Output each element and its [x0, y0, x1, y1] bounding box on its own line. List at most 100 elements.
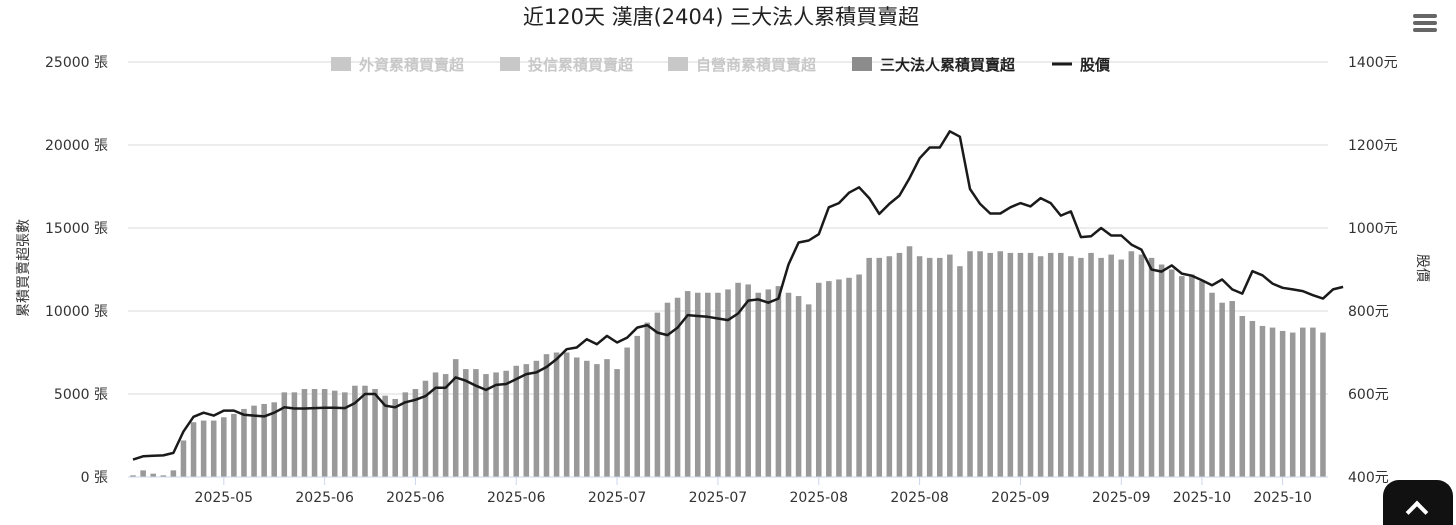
bar — [321, 389, 328, 477]
bar — [876, 257, 883, 477]
x-axis-ticks: 2025-05 2025-06 2025-06 2025-06 2025-07 2025-… — [195, 477, 1312, 506]
bar — [573, 357, 580, 477]
bar — [594, 364, 600, 477]
left-axis-ticks: 0 張 5000 張 10000 張 15000 張 20000 張 25000 張 — [45, 55, 108, 486]
bar — [231, 413, 237, 477]
bar — [815, 282, 822, 477]
bar — [382, 395, 388, 477]
bar — [694, 292, 701, 477]
bar — [795, 296, 802, 477]
legend-item[interactable]: 投信累積買賣超 — [500, 56, 634, 74]
bar — [1098, 257, 1104, 477]
bar — [846, 277, 852, 477]
bar — [957, 266, 963, 477]
bar — [1249, 320, 1256, 477]
bar — [604, 359, 610, 477]
bar — [463, 369, 469, 477]
bar — [1199, 281, 1205, 477]
bar — [342, 392, 348, 477]
x-tick-label: 2025-09 — [991, 490, 1050, 506]
right-axis-title: 股價 — [1414, 254, 1431, 282]
bar — [1138, 254, 1145, 477]
bar — [392, 398, 398, 477]
y-tick-label-left: 0 張 — [81, 470, 108, 486]
legend-item[interactable]: 外資累積買賣超 — [331, 56, 465, 74]
bar — [664, 302, 671, 477]
y-tick-label-right: 400元 — [1348, 470, 1389, 486]
legend-label: 外資累積買賣超 — [358, 56, 465, 74]
legend-item[interactable]: 三大法人累積買賣超 — [852, 56, 1016, 74]
bar — [684, 291, 691, 477]
bar — [705, 292, 711, 477]
bar — [160, 475, 167, 477]
bar — [190, 422, 197, 477]
bar — [432, 372, 439, 477]
bar — [886, 256, 893, 477]
bar — [826, 281, 832, 477]
bar — [200, 420, 207, 477]
bar — [634, 335, 641, 477]
y-tick-label-left: 25000 張 — [45, 55, 108, 71]
y-tick-label-left: 10000 張 — [45, 304, 108, 320]
bar — [805, 304, 812, 477]
bar — [1168, 269, 1175, 477]
legend-item[interactable]: 自營商累積買賣超 — [668, 56, 817, 74]
legend-swatch — [668, 57, 688, 71]
bar — [644, 322, 651, 477]
y-tick-label-right: 800元 — [1348, 304, 1389, 320]
bar — [896, 252, 903, 477]
bar — [916, 256, 923, 477]
bar — [251, 405, 257, 477]
bar — [1259, 325, 1266, 477]
legend-label: 三大法人累積買賣超 — [880, 56, 1016, 74]
legend-item[interactable]: 股價 — [1052, 56, 1111, 74]
bar — [1269, 327, 1276, 477]
bar — [281, 392, 288, 477]
bar — [1158, 264, 1165, 477]
price-line — [132, 130, 1344, 461]
y-tick-label-right: 1200元 — [1348, 138, 1398, 154]
bar — [493, 372, 499, 477]
bar — [553, 352, 560, 477]
hamburger-menu-icon[interactable] — [1410, 8, 1440, 36]
bar — [987, 252, 993, 477]
legend-label: 股價 — [1080, 56, 1111, 74]
bar-series — [130, 246, 1326, 477]
bar — [1148, 257, 1155, 477]
bar — [543, 354, 550, 477]
x-tick-label: 2025-09 — [1092, 490, 1151, 506]
scroll-to-top-button[interactable] — [1383, 480, 1453, 525]
bar — [1279, 330, 1286, 477]
bar — [1088, 252, 1094, 477]
bar — [735, 282, 741, 477]
x-tick-label: 2025-08 — [790, 490, 849, 506]
bar — [513, 365, 520, 477]
bar — [210, 420, 217, 477]
bar — [473, 369, 479, 477]
bar — [1017, 252, 1024, 477]
y-tick-label-right: 1000元 — [1348, 221, 1398, 237]
legend-swatch — [852, 57, 872, 71]
bar — [836, 279, 842, 477]
bar — [261, 403, 267, 477]
bar — [1239, 315, 1246, 477]
bar — [584, 360, 590, 477]
bar — [503, 370, 509, 477]
bar — [412, 389, 419, 477]
bar — [331, 390, 338, 477]
legend: 外資累積買賣超 投信累積買賣超 自營商累積買賣超 三大法人累積買賣超 股價 — [331, 56, 1111, 74]
bar — [241, 408, 247, 477]
bar — [1179, 276, 1185, 477]
bar — [785, 292, 792, 477]
bar — [926, 257, 933, 477]
bar — [271, 402, 277, 477]
bar — [533, 360, 540, 477]
x-tick-label: 2025-05 — [195, 490, 254, 506]
bar — [1300, 327, 1306, 477]
bar — [947, 254, 953, 477]
legend-swatch — [331, 57, 351, 71]
legend-label: 投信累積買賣超 — [528, 56, 634, 74]
chevron-up-icon — [1405, 500, 1429, 524]
